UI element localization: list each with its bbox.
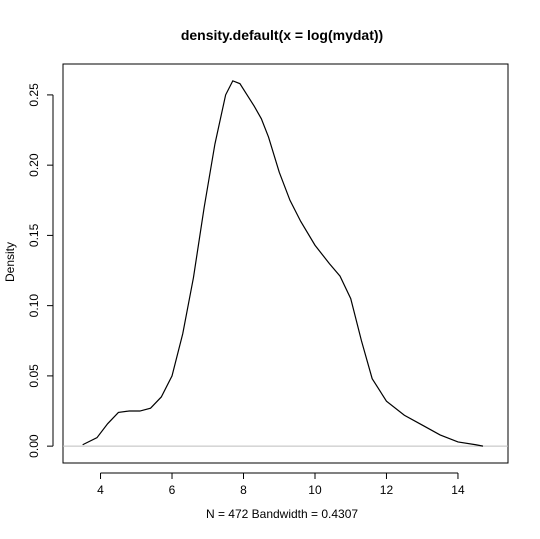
y-tick-label: 0.00 — [27, 434, 41, 458]
y-tick-label: 0.25 — [27, 83, 41, 107]
y-axis: 0.00 0.05 0.10 0.15 0.20 0.25 — [27, 83, 54, 458]
y-axis-label: Density — [3, 242, 17, 282]
x-tick-label: 14 — [451, 483, 465, 497]
y-tick-label: 0.20 — [27, 153, 41, 177]
x-axis: 4 6 8 10 12 14 — [97, 472, 465, 497]
chart-title: density.default(x = log(mydat)) — [181, 27, 383, 43]
x-axis-ticks: 4 6 8 10 12 14 — [97, 473, 465, 497]
x-tick-label: 6 — [169, 483, 176, 497]
x-tick-label: 12 — [380, 483, 394, 497]
y-axis-ticks: 0.00 0.05 0.10 0.15 0.20 0.25 — [27, 83, 53, 458]
x-tick-label: 4 — [97, 483, 104, 497]
x-tick-label: 8 — [240, 483, 247, 497]
y-tick-label: 0.10 — [27, 294, 41, 318]
x-tick-label: 10 — [308, 483, 322, 497]
density-curve — [82, 80, 484, 447]
plot-frame — [62, 63, 509, 464]
y-tick-label: 0.15 — [27, 223, 41, 247]
y-tick-label: 0.05 — [27, 364, 41, 388]
x-axis-label: N = 472 Bandwidth = 0.4307 — [206, 507, 358, 521]
